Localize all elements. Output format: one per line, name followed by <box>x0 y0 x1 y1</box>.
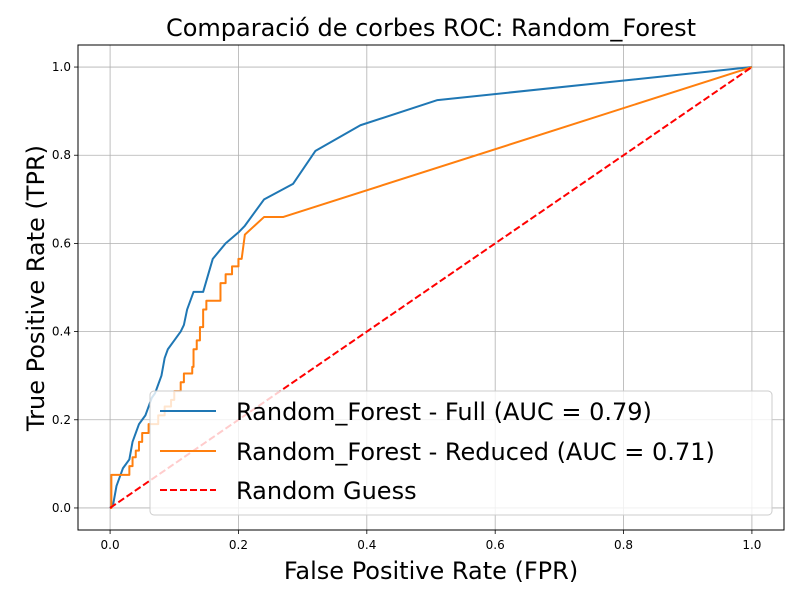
y-tick-label: 1.0 <box>52 60 71 74</box>
x-tick-label: 0.4 <box>357 538 376 552</box>
legend-box <box>149 390 773 516</box>
chart-title: Comparació de corbes ROC: Random_Forest <box>166 14 696 42</box>
y-tick-label: 0.0 <box>52 501 71 515</box>
roc-line-reduced <box>110 66 753 509</box>
y-axis-label: True Positive Rate (TPR) <box>22 145 50 432</box>
legend-label-random-guess: Random Guess <box>236 477 417 505</box>
axes-frame <box>77 44 785 531</box>
y-tick-label: 0.2 <box>52 413 71 427</box>
plot-lines <box>109 66 753 509</box>
x-tick-label: 0.2 <box>229 538 248 552</box>
axis-ticks: 0.0 0.2 0.4 0.6 0.8 1.0 0.0 0.2 0.4 0.6 0.8 1.0 <box>52 60 762 552</box>
legend-label-reduced: Random_Forest - Reduced (AUC = 0.71) <box>236 438 715 466</box>
x-axis-label: False Positive Rate (FPR) <box>284 557 578 585</box>
x-tick-label: 0.6 <box>486 538 505 552</box>
y-tick-label: 0.4 <box>52 325 71 339</box>
x-tick-label: 1.0 <box>742 538 761 552</box>
y-tick-label: 0.6 <box>52 236 71 250</box>
x-tick-label: 0.0 <box>101 538 120 552</box>
legend-label-full: Random_Forest - Full (AUC = 0.79) <box>236 398 652 426</box>
roc-line-full <box>109 66 753 509</box>
x-tick-label: 0.8 <box>614 538 633 552</box>
y-tick-label: 0.8 <box>52 148 71 162</box>
legend: Random_Forest - Full (AUC = 0.79) Random… <box>149 390 773 516</box>
